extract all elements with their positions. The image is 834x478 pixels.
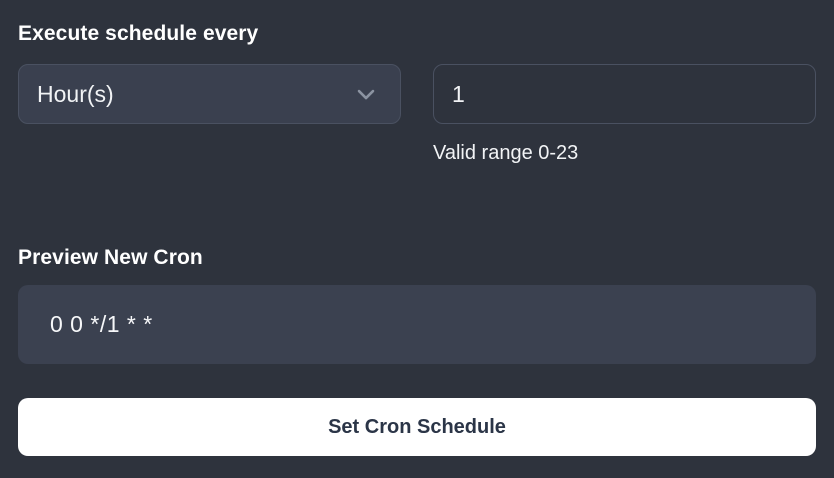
set-cron-schedule-button[interactable]: Set Cron Schedule: [18, 398, 816, 456]
schedule-unit-select[interactable]: Hour(s): [18, 64, 401, 124]
cron-preview-value: 0 0 */1 * *: [50, 311, 153, 337]
cron-preview-box: 0 0 */1 * *: [18, 285, 816, 364]
chevron-down-icon: [352, 80, 380, 108]
preview-new-cron-label: Preview New Cron: [18, 246, 203, 269]
unit-select-column: Hour(s): [18, 64, 401, 124]
valid-range-helper-text: Valid range 0-23: [433, 142, 579, 164]
schedule-unit-selected-value: Hour(s): [37, 80, 114, 107]
interval-input[interactable]: [433, 64, 816, 124]
interval-input-column: Valid range 0-23: [433, 64, 816, 166]
execute-schedule-label: Execute schedule every: [18, 22, 259, 45]
schedule-controls-row: Hour(s) Valid range 0-23: [18, 64, 816, 166]
